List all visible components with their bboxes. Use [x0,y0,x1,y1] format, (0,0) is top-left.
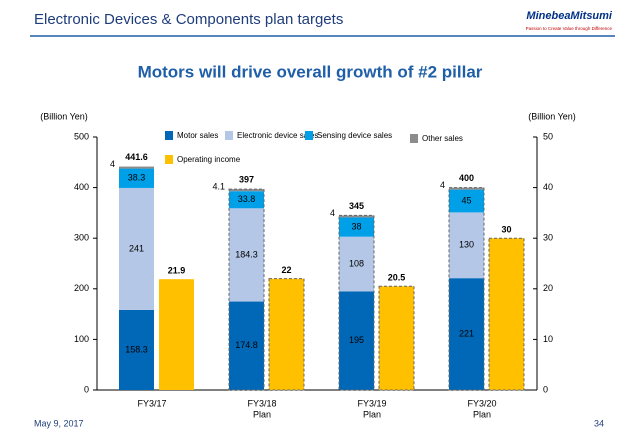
total-label: 345 [349,201,364,211]
footer-date: May 9, 2017 [34,418,84,428]
value-label: 4 [440,180,445,190]
legend-swatch [305,131,313,140]
y2-axis-label: (Billion Yen) [528,111,576,121]
op-income-bar [159,279,194,390]
value-label: 195 [349,335,364,345]
header: Electronic Devices & Components plan tar… [34,11,343,28]
y-tick-label: 500 [74,131,89,141]
legend-swatch [225,131,233,140]
chart-title: Motors will drive overall growth of #2 p… [138,62,483,81]
bar-segment [119,166,154,169]
value-label: 22 [281,265,291,275]
value-label: 184.3 [235,249,258,259]
y-tick-label: 0 [84,384,89,394]
plan-outline [448,187,485,391]
plan-outline [338,214,375,391]
value-label: 38 [351,221,361,231]
tagline: Passion to Create Value through Differen… [526,26,613,31]
total-label: 397 [239,174,254,184]
bar-segment [229,189,264,192]
y2-tick-label: 50 [543,131,553,141]
value-label: 130 [459,240,474,250]
y-tick-label: 400 [74,182,89,192]
x-tick-label: FY3/18 [247,398,276,408]
value-label: 30 [501,225,511,235]
bar-segment [119,168,154,188]
page-number: 34 [594,418,604,428]
legend-label: Operating income [177,155,241,164]
plan-outline [378,285,415,391]
value-label: 4 [110,159,115,169]
bar-segment [119,309,154,390]
bar-segment [339,236,374,292]
logo: MinebeaMitsumi [526,10,613,22]
x-tick-sublabel: Plan [253,409,271,419]
value-label: 241 [129,243,144,253]
x-tick-label: FY3/19 [357,398,386,408]
y2-tick-label: 0 [543,384,548,394]
y2-tick-label: 30 [543,233,553,243]
bar-segment [339,215,374,218]
value-label: 4 [330,208,335,218]
legend-swatch [410,134,418,143]
legend-swatch [165,131,173,140]
plan-outline [488,237,525,391]
value-label: 20.5 [388,273,406,283]
value-label: 45 [461,195,471,205]
bar-segment [449,212,484,279]
x-tick-label: FY3/20 [467,398,496,408]
x-tick-sublabel: Plan [363,409,381,419]
op-income-bar [269,278,304,390]
bar-segment [339,291,374,390]
x-tick-label: FY3/17 [137,398,166,408]
value-label: 21.9 [168,266,186,276]
bar-segment [229,301,264,390]
value-label: 33.8 [238,194,256,204]
value-label: 158.3 [125,344,148,354]
y-tick-label: 200 [74,283,89,293]
y-axis-label: (Billion Yen) [40,111,88,121]
legend-label: Sensing device sales [317,131,392,140]
op-income-bar [379,286,414,390]
y-tick-label: 300 [74,233,89,243]
plan-outline [268,278,305,391]
bar-segment [229,208,264,302]
value-label: 221 [459,328,474,338]
total-label: 441.6 [125,152,148,162]
total-label: 400 [459,173,474,183]
bar-segment [339,217,374,237]
bar-segment [449,187,484,190]
value-label: 174.8 [235,340,258,350]
value-label: 38.3 [128,173,146,183]
x-tick-sublabel: Plan [473,409,491,419]
bar-segment [449,189,484,213]
plan-outline [228,188,265,391]
bar-segment [229,191,264,209]
y-tick-label: 100 [74,334,89,344]
bar-segment [449,278,484,390]
legend-label: Motor sales [177,131,218,140]
value-label: 4.1 [212,181,225,191]
y2-tick-label: 10 [543,334,553,344]
y2-tick-label: 20 [543,283,553,293]
value-label: 108 [349,258,364,268]
bar-segment [119,187,154,310]
y2-tick-label: 40 [543,182,553,192]
op-income-bar [489,238,524,390]
legend-swatch [165,155,173,164]
legend-label: Other sales [422,134,463,143]
legend-label: Electronic device sales [237,131,318,140]
